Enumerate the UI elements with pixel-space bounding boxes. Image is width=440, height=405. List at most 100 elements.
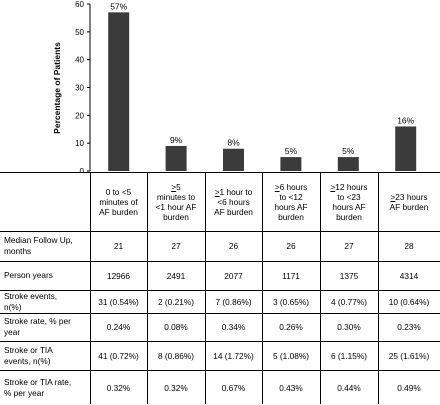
y-tick-label: 0 <box>80 167 85 172</box>
table-cell: 0.67% <box>221 382 246 393</box>
category-label-line: >23 hours <box>390 191 428 202</box>
table-cell: 1375 <box>339 270 359 281</box>
y-tick-label: 20 <box>75 111 84 120</box>
y-axis: 0 10 20 30 40 50 60 <box>75 0 90 172</box>
table-cell: 0.23% <box>397 322 421 332</box>
table-cell: 0.08% <box>164 322 188 332</box>
category-label-line: burden <box>278 211 304 222</box>
greater-equal-symbol: > <box>390 191 396 202</box>
table-cell: 2077 <box>224 270 243 281</box>
category-label-line: >12 hours <box>330 181 368 192</box>
category-label-line: AF burden <box>389 201 429 212</box>
bar <box>395 126 417 171</box>
table-cell: 0.32% <box>106 382 131 393</box>
row-label: Stroke events, n(%) <box>4 291 57 313</box>
y-tick-label: 40 <box>75 56 84 65</box>
row-label-line: months <box>4 246 32 256</box>
row-label: Person years <box>4 270 53 281</box>
table-cell: 28 <box>404 241 414 251</box>
row-label-line: year <box>4 327 21 337</box>
bars <box>108 12 417 171</box>
bar <box>108 12 130 171</box>
greater-equal-symbol: > <box>274 181 280 192</box>
table-column-divider <box>205 172 206 404</box>
category-label-line: >1 hour to <box>214 186 253 197</box>
table-cell: 1171 <box>282 270 300 281</box>
row-label: Stroke or TIA rate,% per year <box>4 377 71 399</box>
table-column-divider <box>90 172 91 404</box>
table-cell: 0.44% <box>337 382 361 393</box>
category-label-line: AF burden <box>214 206 253 217</box>
table-column-divider <box>320 172 321 404</box>
greater-equal-symbol: > <box>330 181 336 192</box>
table-column-divider <box>378 172 379 404</box>
table-cell: 26 <box>286 241 296 251</box>
table-cell: 12966 <box>106 270 131 281</box>
category-label: >5 minutes to <1 hour AF burden <box>147 182 205 222</box>
table-divider <box>0 341 440 342</box>
table-cell: 5 (1.08%) <box>273 350 309 361</box>
category-label: >1 hour to <6 hours AF burden <box>205 187 262 217</box>
data-table: 0 to <5 minutes of AF burden >5 minutes to <1… <box>0 172 440 405</box>
table-cell: 2491 <box>166 270 186 281</box>
category-label-line: 0 to <5 <box>105 186 132 197</box>
y-tick-label: 10 <box>75 139 84 148</box>
bar-value-label: 16% <box>397 115 414 125</box>
greater-equal-symbol: > <box>214 186 220 197</box>
row-label-line: events, n(%) <box>4 355 51 366</box>
row-label: Stroke rate, % per year <box>4 316 71 338</box>
category-label: >12 hours to <23 hours AF burden <box>320 182 378 222</box>
table-cell: 6 (1.15%) <box>331 350 367 361</box>
table-cell: 31 (0.54%) <box>98 296 139 307</box>
bar-value-labels: 57% 9% 8% 5% 5% 16% <box>110 1 414 156</box>
table-divider <box>0 261 440 262</box>
category-label-line: to <23 <box>337 191 361 202</box>
table-cell: 4 (0.77%) <box>331 296 367 307</box>
table-cell: 0.43% <box>279 382 303 393</box>
bar <box>337 157 359 171</box>
table-cell: 2 (0.21%) <box>158 296 194 307</box>
table-divider <box>0 313 440 314</box>
bar <box>165 145 187 171</box>
table-cell: 27 <box>171 241 181 251</box>
greater-equal-symbol: > <box>171 181 177 192</box>
table-cell: 0.49% <box>397 382 421 393</box>
y-tick-label: 30 <box>75 84 84 93</box>
y-tick-label: 60 <box>75 0 84 9</box>
table-cell: 3 (0.65%) <box>273 296 309 307</box>
table-divider <box>0 172 440 173</box>
table-cell: 41 (0.72%) <box>98 350 139 361</box>
category-label-line: minutes of <box>99 196 138 207</box>
category-label: >6 hours to <12 hours AF burden <box>262 182 320 222</box>
bar-value-label: 5% <box>285 146 298 156</box>
table-divider <box>0 231 440 232</box>
table-cell: 0.26% <box>279 322 303 332</box>
category-label-line: >6 hours <box>274 181 308 192</box>
row-label-line: % per year <box>4 387 45 398</box>
category-label-line: hours AF <box>332 201 366 212</box>
row-label-line: Stroke rate, % per <box>4 316 71 326</box>
row-label: Median Follow Up, months <box>4 235 73 257</box>
table-column-divider <box>262 172 263 404</box>
category-label: 0 to <5 minutes of AF burden <box>90 187 147 217</box>
table-cell: 10 (0.64%) <box>388 296 430 307</box>
table-cell: 8 (0.86%) <box>158 350 194 361</box>
table-cell: 27 <box>344 241 354 251</box>
table-cell: 25 (1.61%) <box>388 350 430 361</box>
table-cell: 0.24% <box>106 322 131 332</box>
y-tick-label: 50 <box>75 28 84 37</box>
row-label-line: Person years <box>4 270 53 280</box>
table-cell: 0.34% <box>221 322 246 332</box>
row-label-line: Stroke events, <box>4 290 58 301</box>
category-label-line: AF burden <box>99 206 138 217</box>
bar-value-label: 8% <box>227 138 240 148</box>
y-axis-label: Percentage of Patients <box>52 42 62 134</box>
category-label-line: >5 <box>171 181 181 192</box>
table-cell: 14 (1.72%) <box>213 350 254 361</box>
bar <box>280 157 302 171</box>
table-column-divider <box>147 172 148 404</box>
category-label-line: to <12 <box>279 191 303 202</box>
table-divider <box>0 370 440 371</box>
table-cell: 0.32% <box>164 382 188 393</box>
bar-chart: Percentage of Patients 0 10 20 30 40 50 60 57%… <box>52 0 417 172</box>
